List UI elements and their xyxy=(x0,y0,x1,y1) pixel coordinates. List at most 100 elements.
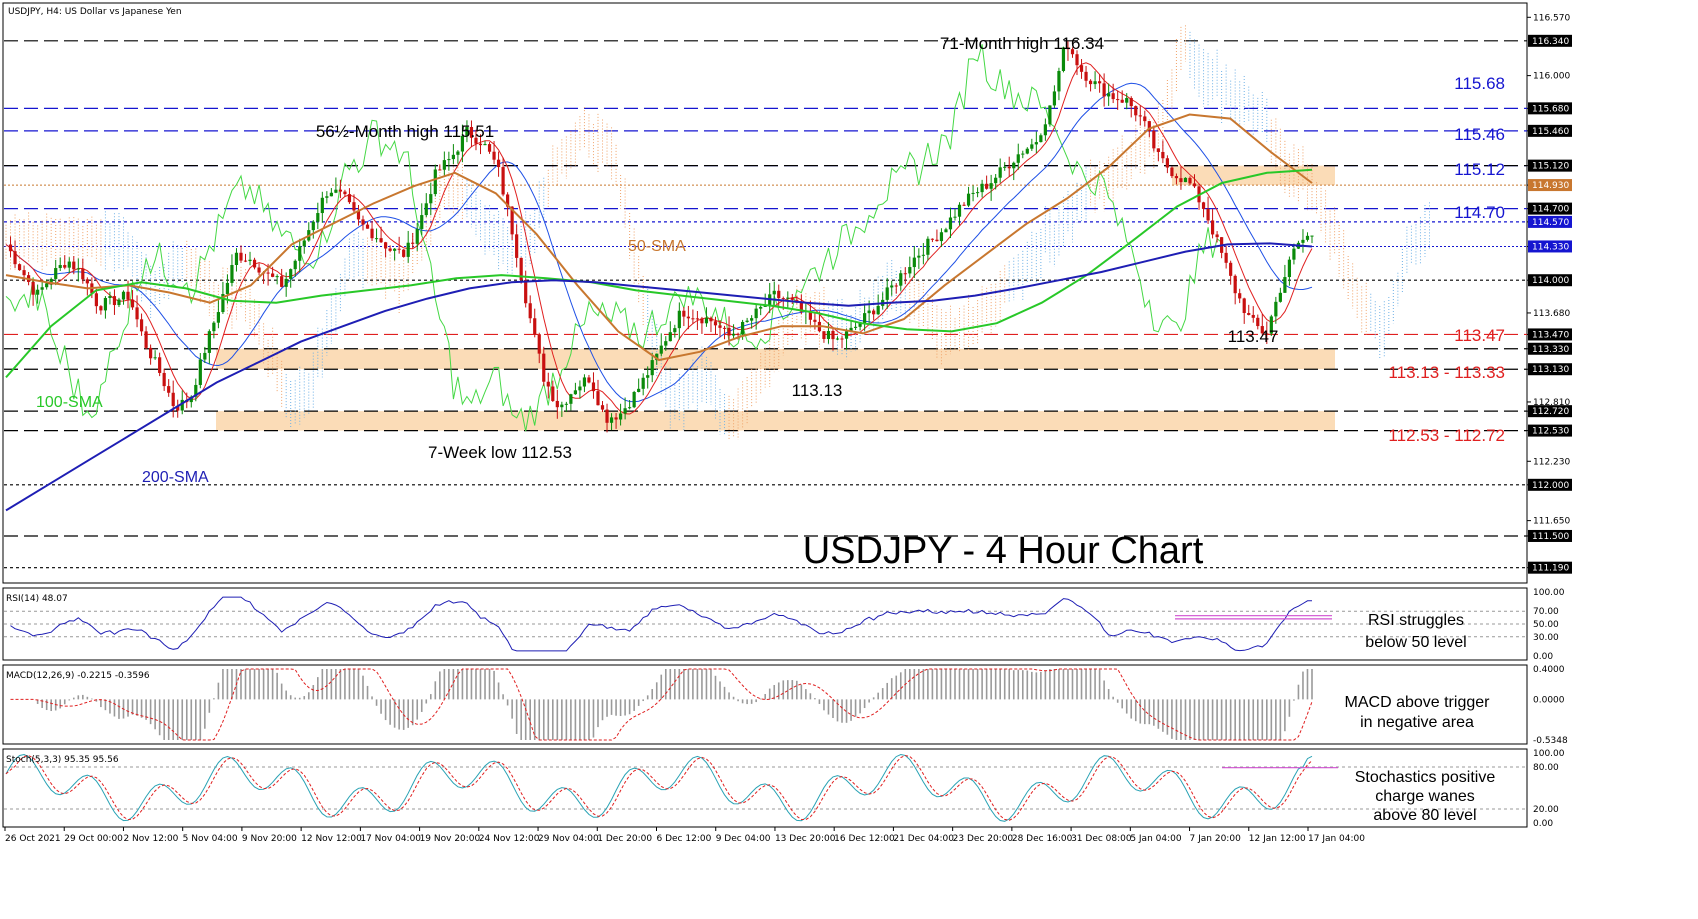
candle-up xyxy=(899,273,903,286)
x-tick-label: 19 Nov 20:00 xyxy=(420,834,481,844)
candle-up xyxy=(731,333,736,336)
candle-down xyxy=(700,318,704,324)
label-50-sma: 50-SMA xyxy=(628,238,686,255)
y-tick-label: 112.810 xyxy=(1533,398,1570,408)
candle-up xyxy=(221,293,225,313)
candle-up xyxy=(786,297,790,299)
candle-up xyxy=(460,135,465,152)
candle-down xyxy=(533,318,537,335)
candle-up xyxy=(926,238,930,255)
candle-up xyxy=(49,278,53,284)
candle-up xyxy=(912,257,916,268)
candle-down xyxy=(85,279,89,284)
price-marker xyxy=(1528,342,1572,355)
ichimoku-tenkan-line xyxy=(5,62,1313,415)
annotation-113-47: 113.47 xyxy=(1228,327,1279,346)
zone-label-113-13-113-33: 113.13 - 113.33 xyxy=(1388,363,1505,382)
candle-up xyxy=(311,221,315,231)
candle-up xyxy=(826,330,831,339)
candle-up xyxy=(890,285,894,288)
price-marker-label: 116.340 xyxy=(1532,37,1569,47)
annotation-7-week-low: 7-Week low 112.53 xyxy=(428,443,572,462)
candle-up xyxy=(975,192,980,194)
rsi-annotation-line2: below 50 level xyxy=(1365,634,1466,651)
x-tick-label: 31 Dec 08:00 xyxy=(1071,834,1132,844)
price-marker xyxy=(1528,363,1572,376)
chart-title: USDJPY - 4 Hour Chart xyxy=(803,530,1204,572)
candle-down xyxy=(524,279,528,304)
x-tick-label: 13 Dec 20:00 xyxy=(775,834,836,844)
candle-down xyxy=(1156,148,1160,152)
candle-down xyxy=(379,238,383,243)
candle-down xyxy=(962,204,966,206)
candle-down xyxy=(112,296,117,306)
x-tick-label: 5 Jan 04:00 xyxy=(1130,834,1182,844)
candle-up xyxy=(189,396,193,403)
level-label-114-70: 114.70 xyxy=(1454,203,1505,222)
candle-down xyxy=(1188,177,1192,184)
macd-annotation-line2: in negative area xyxy=(1360,714,1474,731)
candle-down xyxy=(1206,208,1210,221)
candle-down xyxy=(1152,130,1156,149)
macd-tick-label: -0.5348 xyxy=(1533,736,1568,746)
candle-down xyxy=(1075,54,1079,66)
y-tick-label: 113.680 xyxy=(1533,309,1570,319)
candle-up xyxy=(121,291,126,300)
candle-down xyxy=(361,219,365,225)
candle-up xyxy=(863,313,867,324)
candle-up xyxy=(284,278,288,287)
stoch-annotation-line1: Stochastics positive xyxy=(1355,769,1496,786)
candle-down xyxy=(1260,326,1264,334)
candle-down xyxy=(1138,115,1142,117)
candle-down xyxy=(686,316,690,319)
candle-up xyxy=(1052,91,1057,106)
candle-down xyxy=(149,347,153,359)
candle-down xyxy=(17,264,22,271)
candle-down xyxy=(257,267,261,273)
candle-down xyxy=(356,210,361,220)
macd-panel-frame xyxy=(2,664,1528,745)
y-tick-label: 116.570 xyxy=(1533,13,1570,23)
candle-up xyxy=(325,196,329,198)
candle-down xyxy=(528,303,532,319)
candle-up xyxy=(1093,81,1097,85)
rsi-tick-label: 100.00 xyxy=(1533,588,1565,598)
candle-up xyxy=(393,248,397,251)
rsi-annotation-line1: RSI struggles xyxy=(1368,612,1464,629)
symbol-header: USDJPY, H4: US Dollar vs Japanese Yen xyxy=(8,7,182,17)
candle-down xyxy=(501,167,505,195)
price-marker-label: 112.530 xyxy=(1532,427,1569,437)
candle-down xyxy=(94,293,98,307)
candle-down xyxy=(1179,178,1183,183)
candle-down xyxy=(22,270,26,276)
candle-up xyxy=(58,265,62,269)
candle-down xyxy=(338,189,343,192)
candle-up xyxy=(618,413,623,420)
candle-down xyxy=(519,257,523,280)
candle-down xyxy=(1251,314,1255,318)
candle-down xyxy=(546,381,550,387)
candle-down xyxy=(162,372,166,387)
candle-up xyxy=(885,287,889,300)
price-marker xyxy=(1528,102,1572,115)
candle-up xyxy=(632,392,636,408)
candle-down xyxy=(1233,275,1237,294)
sma-line xyxy=(5,242,1313,512)
candle-down xyxy=(596,391,600,406)
candle-up xyxy=(456,151,460,155)
candle-up xyxy=(54,268,58,279)
candle-down xyxy=(808,310,812,320)
price-marker xyxy=(1528,215,1572,228)
candle-up xyxy=(948,217,953,230)
price-marker xyxy=(1528,202,1572,215)
candle-down xyxy=(1120,99,1124,103)
candle-up xyxy=(442,160,446,170)
rsi-panel-frame xyxy=(2,587,1528,661)
candle-up xyxy=(153,357,157,359)
y-tick-label: 116.000 xyxy=(1533,72,1570,82)
candle-down xyxy=(822,331,826,339)
candle-up xyxy=(668,332,672,342)
rsi-tick-label: 70.00 xyxy=(1533,607,1559,617)
candle-up xyxy=(867,310,871,314)
candle-up xyxy=(858,323,862,327)
